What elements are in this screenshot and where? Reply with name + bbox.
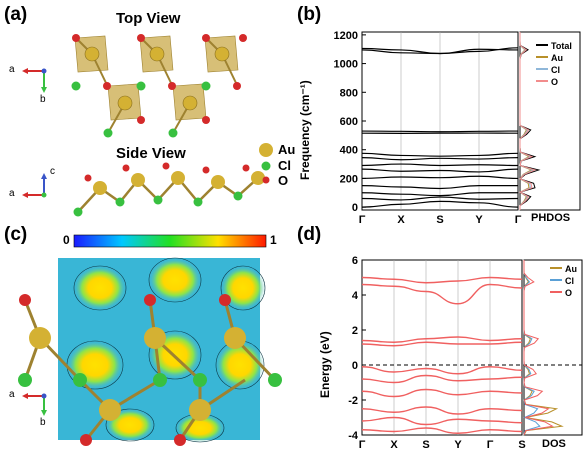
x-tick-label: Γ	[515, 214, 522, 225]
side-view-atoms	[74, 163, 266, 217]
band-line-vb-3.7	[362, 428, 522, 433]
x-tick-label: Γ	[359, 439, 366, 449]
band-line-cb-5	[362, 278, 522, 283]
electronic-band-chart: Au Cl O -4 -2 0 2 4 6 Γ X S Y Γ S	[290, 250, 587, 449]
dos-legend-label: Au	[551, 53, 563, 63]
dos-legend-label: Cl	[565, 276, 574, 286]
dos-curve-cl	[524, 260, 540, 435]
legend-au-marker	[259, 143, 273, 157]
dos-legend-label: Cl	[551, 65, 560, 75]
y-tick-label: 4	[352, 290, 359, 302]
y-tick-label: 0	[352, 202, 358, 214]
band-line-cb-1.5	[362, 337, 522, 342]
x-tick-label: Γ	[359, 214, 366, 225]
band-line-vb-3.2	[362, 418, 522, 425]
colorbar-min: 0	[63, 233, 70, 247]
y-tick-label: -2	[348, 395, 358, 407]
dos-curve-au	[524, 260, 562, 435]
x-tick-label: X	[390, 439, 398, 449]
dos-legend-label: O	[565, 288, 572, 298]
band-line-vb-2.5	[362, 407, 522, 414]
y-tick-label: 800	[340, 87, 358, 99]
y-tick-label: 0	[352, 360, 358, 372]
y-tick-label: 200	[340, 173, 358, 185]
x-tick-label: S	[518, 439, 525, 449]
phonon-band-chart: Total Au Cl O 0 200 400 600 800 1000 1200 Γ X S Y Γ	[290, 20, 587, 225]
colorbar-max: 1	[270, 233, 277, 247]
legend-o-marker	[263, 177, 270, 184]
dos-legend-label: O	[551, 77, 558, 87]
band-line-vb-1.5	[362, 390, 522, 397]
y-tick-label: 2	[352, 325, 358, 337]
y-tick-label: -4	[348, 430, 359, 442]
elf-axis-a-label: a	[9, 389, 15, 400]
colorbar	[74, 235, 266, 247]
phdos-xlabel: PHDOS	[531, 212, 570, 224]
top-view-axes	[22, 68, 47, 93]
elf-axes	[22, 393, 47, 416]
y-tick-label: 6	[352, 255, 358, 267]
side-view-chain	[78, 178, 258, 212]
dos-curve-o	[524, 260, 552, 435]
side-axis-a-label: a	[9, 188, 15, 199]
energy-ylabel: Energy (eV)	[318, 331, 332, 398]
phonon-ylabel: Frequency (cm⁻¹)	[298, 80, 312, 180]
y-tick-label: 1000	[334, 59, 358, 71]
x-tick-label: Y	[475, 214, 483, 225]
dos-legend-label: Au	[565, 264, 577, 274]
elf-axis-b-label: b	[40, 417, 46, 428]
x-tick-label: Γ	[487, 439, 494, 449]
legend-o-label: O	[278, 173, 288, 188]
band-line-cb-4.6	[362, 285, 522, 304]
side-axis-c-label: c	[50, 166, 55, 177]
band-line-vb-0.1	[362, 367, 522, 374]
x-tick-label: Y	[454, 439, 462, 449]
panel-a-structure	[0, 0, 290, 220]
top-axis-a-label: a	[9, 64, 15, 75]
dos-legend-label: Total	[551, 41, 572, 51]
band-line-vb-0.8	[362, 376, 522, 383]
x-tick-label: X	[397, 214, 405, 225]
x-tick-label: S	[422, 439, 429, 449]
y-tick-label: 1200	[334, 30, 358, 42]
legend-cl-marker	[262, 162, 271, 171]
side-view-axes	[22, 173, 47, 198]
y-tick-label: 600	[340, 116, 358, 128]
x-tick-label: S	[436, 214, 443, 225]
y-tick-label: 400	[340, 145, 358, 157]
panel-d-label: (d)	[297, 224, 321, 246]
band-line-cb-1.2	[362, 342, 522, 346]
dos-xlabel: DOS	[542, 438, 566, 450]
top-axis-b-label: b	[40, 94, 46, 105]
